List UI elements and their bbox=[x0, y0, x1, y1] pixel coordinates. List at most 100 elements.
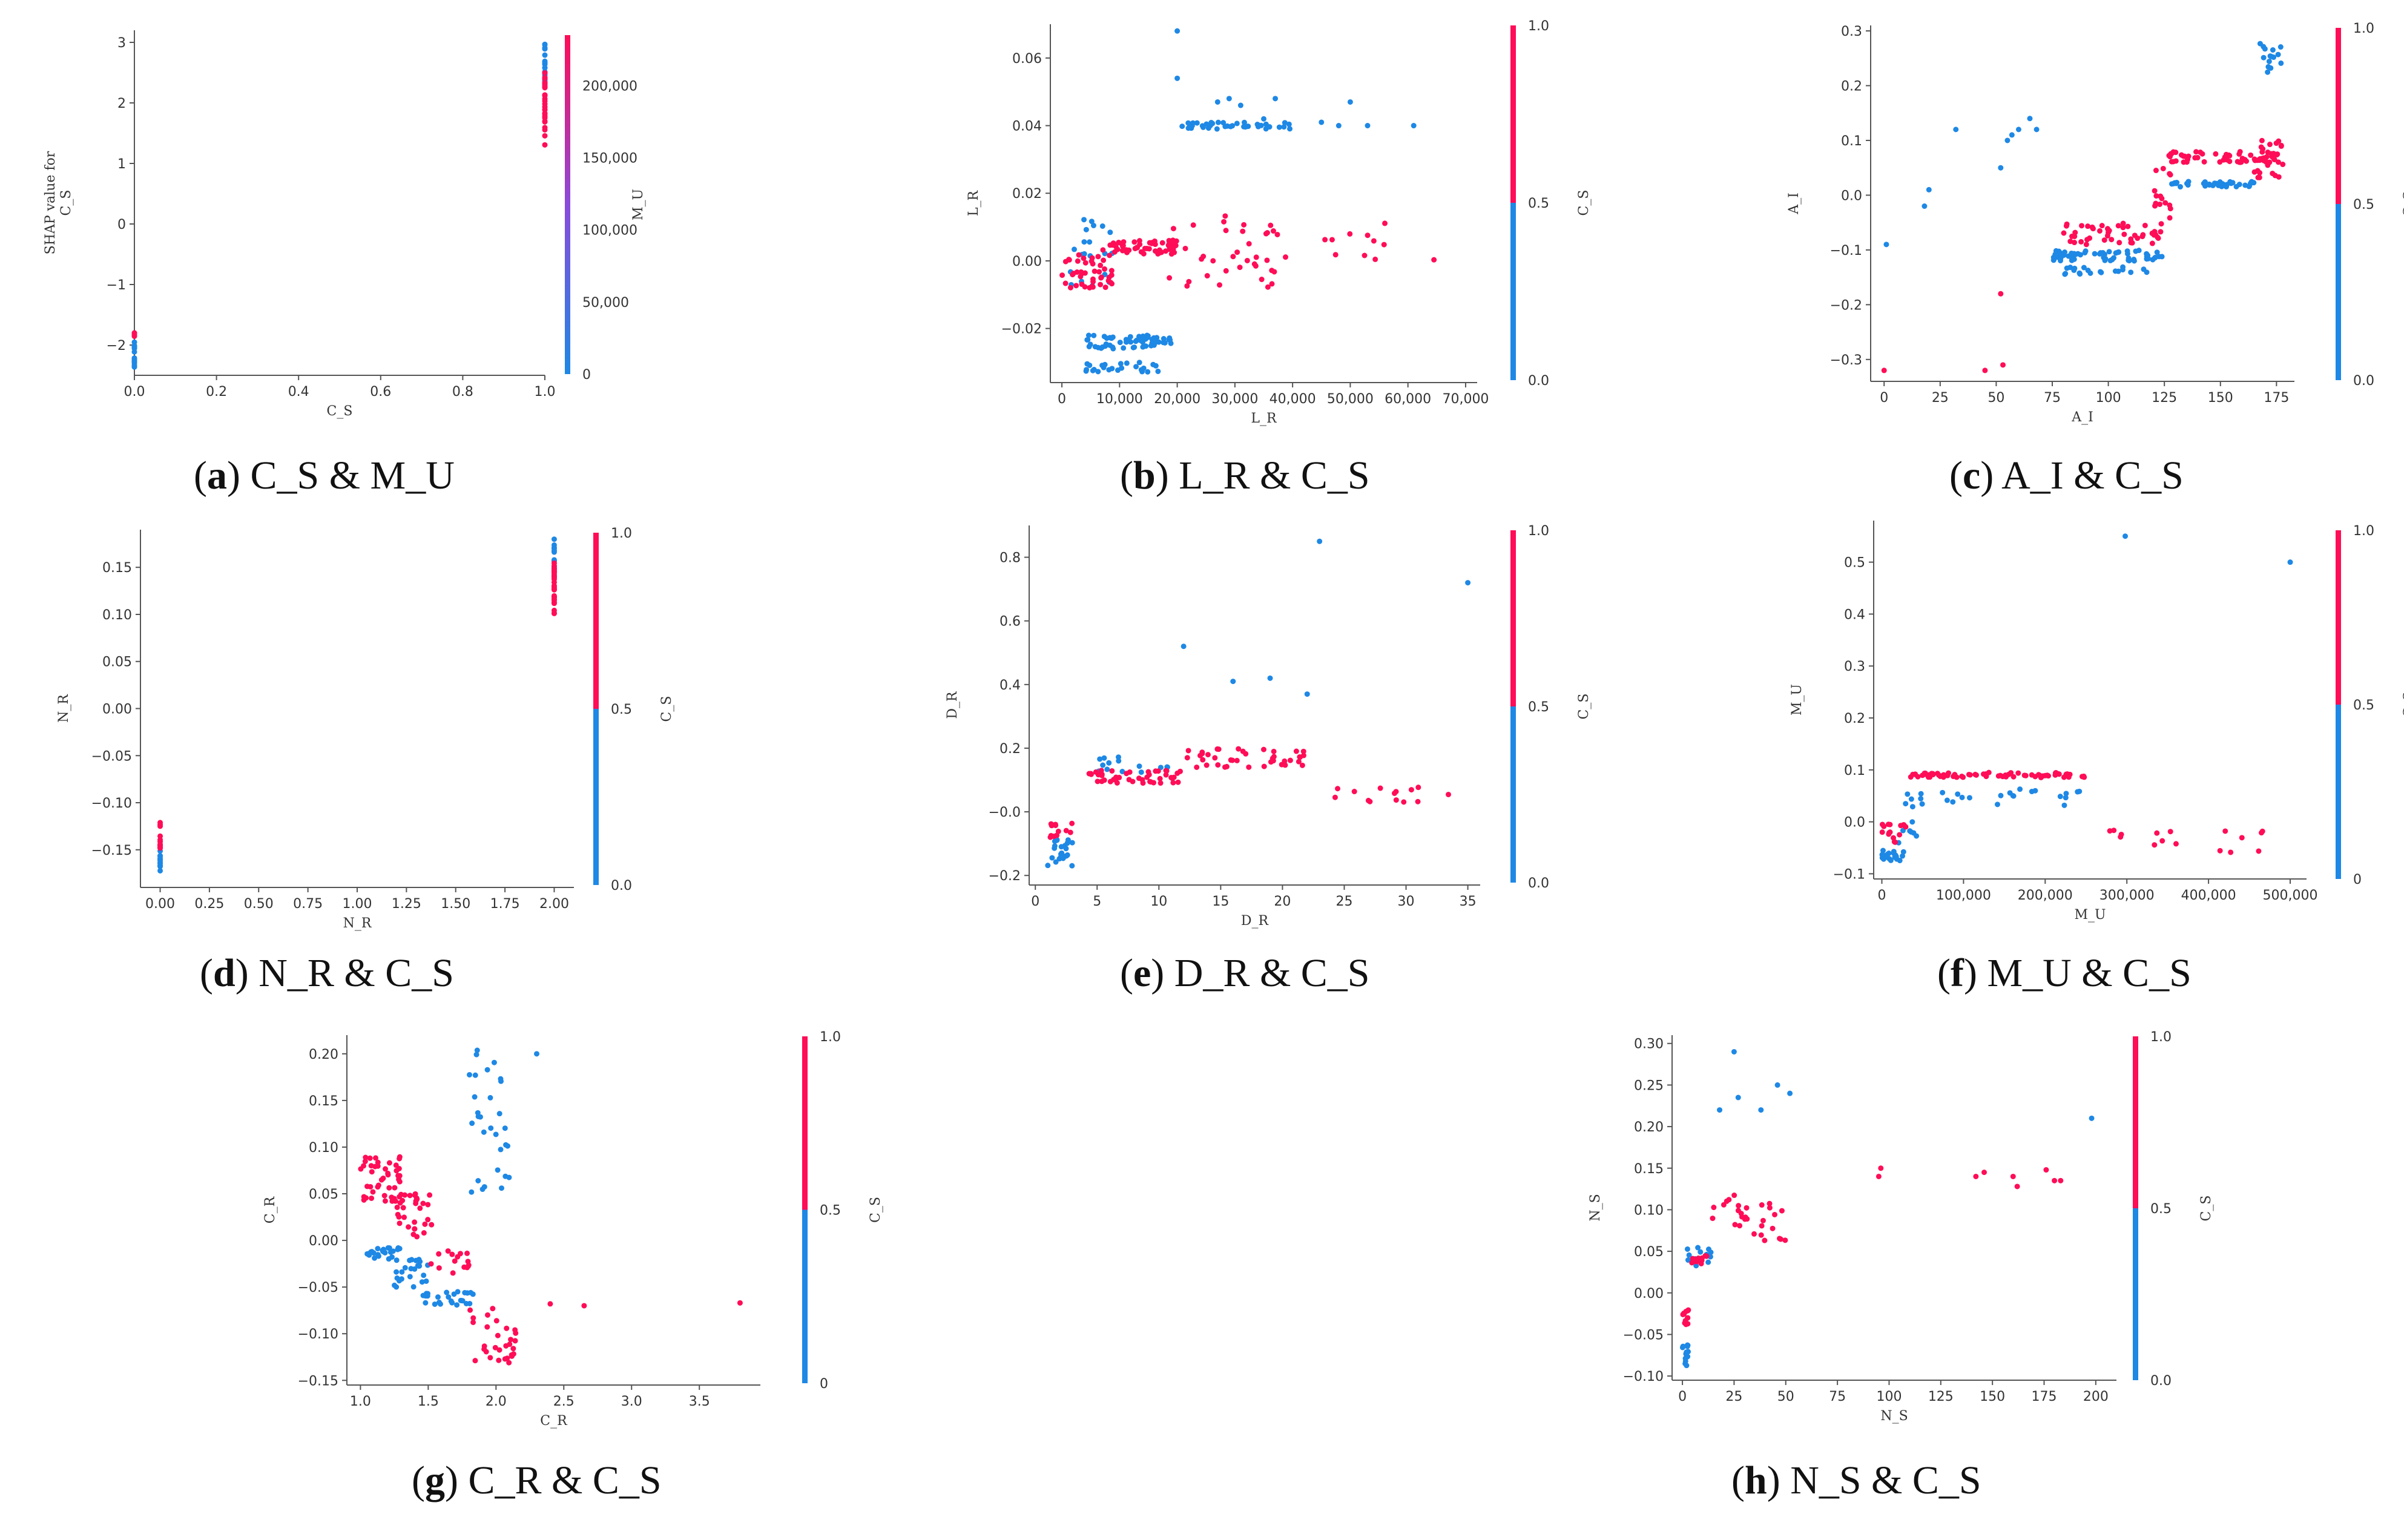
scatter-point bbox=[1415, 798, 1421, 805]
y-tick-label: 0.1 bbox=[1844, 763, 1865, 778]
x-axis-label-b: L_R bbox=[1251, 411, 1277, 426]
caption-a: (a) C_S & M_U bbox=[194, 453, 455, 498]
scatter-point bbox=[2109, 237, 2115, 243]
scatter-point bbox=[542, 118, 548, 124]
scatter-point bbox=[2158, 221, 2164, 227]
scatter-point bbox=[2268, 151, 2274, 157]
scatter-point bbox=[2078, 239, 2084, 245]
scatter-point bbox=[1184, 755, 1190, 761]
scatter-point bbox=[1787, 1090, 1793, 1096]
x-tick-label: 125 bbox=[2152, 390, 2177, 406]
scatter-point bbox=[1282, 758, 1288, 764]
scatter-point bbox=[1126, 777, 1132, 783]
scatter-point bbox=[1234, 757, 1240, 763]
y-tick-label: 0.0 bbox=[1841, 188, 1862, 203]
scatter-point bbox=[1269, 281, 1275, 287]
scatter-point bbox=[491, 1059, 497, 1065]
scatter-point bbox=[1909, 819, 1915, 825]
scatter-point bbox=[534, 1051, 540, 1057]
scatter-point bbox=[474, 1047, 480, 1053]
scatter-point bbox=[2121, 231, 2127, 237]
x-axis-label-f: M_U bbox=[2074, 907, 2106, 923]
scatter-point bbox=[372, 1255, 378, 1261]
y-tick-label: −0.05 bbox=[91, 749, 132, 764]
caption-h: (h) N_S & C_S bbox=[1731, 1458, 1981, 1502]
scatter-point bbox=[1946, 770, 1952, 776]
scatter-point bbox=[470, 1291, 476, 1297]
scatter-point bbox=[1189, 123, 1195, 129]
scatter-point bbox=[1063, 828, 1069, 834]
scatter-point bbox=[1267, 675, 1273, 681]
scatter-point bbox=[551, 567, 557, 573]
scatter-point bbox=[1237, 265, 1243, 271]
x-tick-label: 20 bbox=[1274, 894, 1291, 909]
scatter-point bbox=[1693, 1263, 1699, 1269]
x-tick-label: 0.75 bbox=[293, 897, 323, 912]
scatter-point bbox=[1104, 335, 1110, 341]
scatter-point bbox=[2265, 162, 2271, 168]
scatter-point bbox=[1116, 774, 1122, 780]
scatter-point bbox=[2228, 849, 2234, 855]
colorbar-label-d: C_S bbox=[659, 696, 674, 722]
x-tick-label: 0.2 bbox=[206, 384, 227, 400]
scatter-point bbox=[1270, 228, 1276, 234]
scatter-point bbox=[2162, 200, 2169, 206]
x-axis-label-d: N_R bbox=[343, 916, 372, 931]
scatter-point bbox=[386, 1185, 392, 1191]
scatter-point bbox=[2206, 181, 2212, 187]
scatter-point bbox=[1067, 829, 1073, 835]
scatter-point bbox=[1107, 252, 1113, 258]
scatter-point bbox=[2085, 223, 2091, 229]
x-tick-label: 10 bbox=[1150, 894, 1167, 909]
scatter-point bbox=[459, 1298, 466, 1304]
scatter-point bbox=[470, 1315, 476, 1321]
scatter-point bbox=[449, 1251, 455, 1257]
scatter-point bbox=[420, 1292, 426, 1298]
scatter-point bbox=[1045, 863, 1051, 869]
scatter-point bbox=[1760, 1217, 1766, 1223]
scatter-point bbox=[1738, 1211, 1744, 1217]
scatter-point bbox=[1264, 257, 1270, 263]
scatter-point bbox=[1960, 774, 1966, 780]
caption-e: (e) D_R & C_S bbox=[1120, 951, 1370, 995]
scatter-point bbox=[1146, 246, 1152, 252]
scatter-point bbox=[1054, 832, 1060, 838]
scatter-point bbox=[473, 1051, 479, 1058]
x-tick-label: 1.50 bbox=[441, 897, 470, 912]
scatter-point bbox=[1351, 789, 1357, 795]
scatter-point bbox=[425, 1217, 431, 1223]
scatter-point bbox=[462, 1289, 468, 1295]
scatter-point bbox=[1086, 344, 1092, 350]
scatter-point bbox=[2149, 240, 2155, 246]
y-tick-label: −0.0 bbox=[989, 805, 1021, 820]
scatter-point bbox=[157, 857, 163, 863]
scatter-point bbox=[1106, 760, 1112, 766]
scatter-point bbox=[488, 1125, 494, 1131]
scatter-point bbox=[495, 1167, 501, 1173]
scatter-point bbox=[1918, 795, 1924, 801]
scatter-point bbox=[2107, 828, 2113, 834]
scatter-point bbox=[1205, 125, 1211, 131]
scatter-point bbox=[1244, 257, 1250, 263]
scatter-point bbox=[2182, 153, 2188, 159]
scatter-point bbox=[1735, 1094, 1741, 1101]
y-tick-label: 0.00 bbox=[1012, 254, 1042, 269]
scatter-point bbox=[1151, 341, 1157, 347]
scatter-point bbox=[1078, 274, 1084, 280]
colorbar-tick-label: 1.0 bbox=[2353, 524, 2374, 539]
scatter-point bbox=[502, 1125, 508, 1131]
scatter-point bbox=[1126, 247, 1132, 253]
scatter-point bbox=[1136, 763, 1142, 769]
scatter-point bbox=[1095, 778, 1101, 785]
scatter-point bbox=[1153, 363, 1159, 369]
scatter-point bbox=[1694, 1258, 1701, 1264]
scatter-point bbox=[1087, 362, 1093, 368]
scatter-point bbox=[2155, 235, 2161, 241]
scatter-point bbox=[1995, 773, 2001, 779]
colorbar-tick-label: 0 bbox=[582, 367, 591, 383]
scatter-point bbox=[392, 1198, 398, 1204]
y-tick-label: −0.02 bbox=[1001, 322, 1042, 337]
scatter-point bbox=[358, 1166, 364, 1172]
scatter-point bbox=[2159, 254, 2165, 260]
scatter-point bbox=[423, 1278, 429, 1284]
